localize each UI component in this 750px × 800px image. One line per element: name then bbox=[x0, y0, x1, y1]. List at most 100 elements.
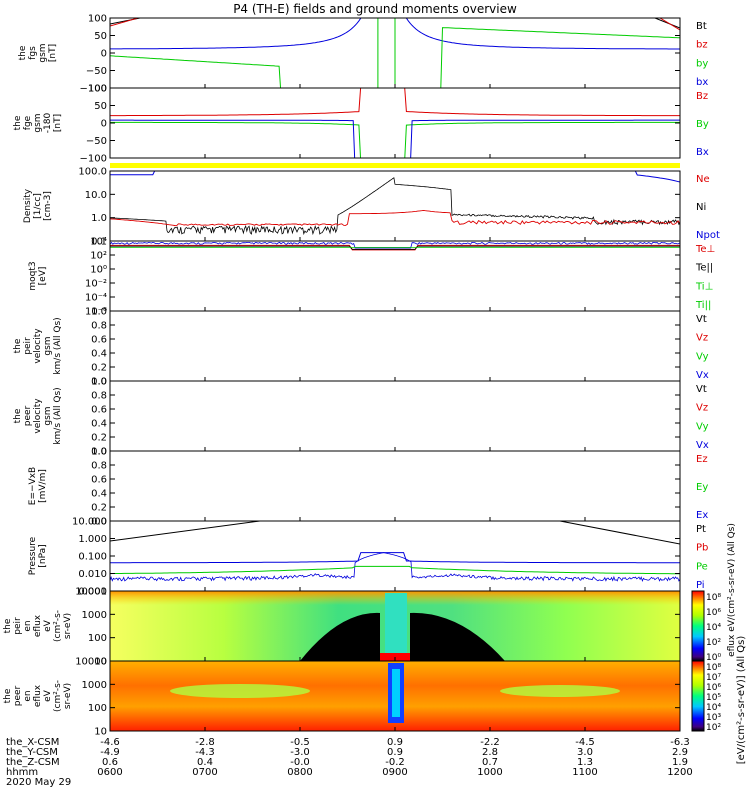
colorbar-tick-label: 10⁶ bbox=[706, 683, 721, 693]
y-tick-label: 10⁰ bbox=[90, 265, 107, 276]
x-label-x: -0.5 bbox=[290, 737, 310, 748]
x-label-y: 2.8 bbox=[482, 747, 498, 758]
y-axis-label: E=−VxB bbox=[28, 467, 38, 505]
colorbar-tick-label: 10⁴ bbox=[706, 703, 721, 713]
x-label-y: 3.0 bbox=[577, 747, 593, 758]
legend-pe: Pe bbox=[696, 561, 708, 572]
y-axis-label: [nPa] bbox=[38, 544, 48, 567]
y-axis-label: moqt3 bbox=[28, 261, 38, 290]
x-row-label: the_Z-CSM bbox=[6, 757, 60, 768]
x-row-label: hhmm bbox=[6, 767, 38, 778]
y-tick-label: 10⁻² bbox=[85, 279, 107, 290]
y-axis-label: peir bbox=[13, 617, 23, 635]
x-label-z: 0.7 bbox=[482, 757, 498, 768]
legend-vz: Vz bbox=[696, 403, 708, 414]
colorbar-label-peir: eflux eV/(cm²-s-sr-eV) (All Qs) bbox=[727, 523, 737, 657]
pressure-pi-avg-line bbox=[110, 552, 680, 564]
legend-ne: Ne bbox=[696, 174, 710, 185]
y-tick-label: 10² bbox=[90, 251, 107, 262]
y-axis-label: peir bbox=[23, 337, 33, 355]
fgs-bx-line bbox=[110, 18, 680, 50]
y-tick-label: 100 bbox=[88, 703, 107, 714]
y-tick-label: 100 bbox=[88, 84, 107, 95]
fge-traces bbox=[110, 88, 680, 158]
y-tick-label: 0.6 bbox=[91, 475, 107, 486]
colorbar-tick-label: 10⁵ bbox=[706, 693, 721, 703]
legend-bx: bx bbox=[696, 77, 708, 88]
y-axis-label: Pressure bbox=[28, 536, 38, 575]
y-axis-label: gsm bbox=[33, 113, 43, 132]
colorbar-tick-label: 10⁸ bbox=[706, 593, 721, 603]
legend-vx: Vx bbox=[696, 440, 709, 451]
y-tick-label: −50 bbox=[86, 66, 107, 77]
y-tick-label: 0.2 bbox=[91, 433, 107, 444]
y-tick-label: 0.100 bbox=[78, 552, 107, 563]
x-label-hhmm: 1200 bbox=[667, 767, 692, 778]
panel-frame bbox=[109, 310, 681, 382]
y-axis-label: gsm bbox=[38, 43, 48, 62]
legend-te||: Te|| bbox=[695, 263, 713, 274]
peer-mid-band bbox=[170, 684, 310, 698]
peir-low-count-region bbox=[410, 612, 505, 661]
x-label-y: 2.9 bbox=[672, 747, 688, 758]
colorbar-label: [eV/(cm²-s-sr-eV)] (All Qs) bbox=[736, 636, 747, 765]
colorbar-tick-label: 10³ bbox=[706, 713, 721, 723]
colorbar-tick-label: 10² bbox=[706, 723, 721, 733]
legend-pb: Pb bbox=[696, 543, 708, 554]
y-tick-label: 0.8 bbox=[91, 321, 107, 332]
legend-bz: bz bbox=[696, 40, 708, 51]
y-tick-label: 10⁻⁴ bbox=[85, 293, 107, 304]
legend-ti||: Ti|| bbox=[695, 300, 711, 311]
fge-bx-line bbox=[110, 119, 680, 158]
y-tick-label: 0.001 bbox=[78, 587, 107, 598]
pressure-pe-line bbox=[110, 565, 680, 575]
y-axis-label: [cm-3] bbox=[43, 191, 53, 221]
y-tick-label: 1.0 bbox=[91, 307, 107, 318]
y-tick-label: 0.6 bbox=[91, 335, 107, 346]
y-tick-label: −100 bbox=[80, 84, 107, 95]
legend-bx: Bx bbox=[696, 147, 709, 158]
legend-vx: Vx bbox=[696, 370, 709, 381]
temperature-ti-line bbox=[110, 241, 680, 249]
y-axis-label: (cm²-s- bbox=[53, 680, 63, 712]
x-label-hhmm: 0800 bbox=[287, 767, 312, 778]
legend-ey: Ey bbox=[696, 482, 708, 493]
y-tick-label: 10000 bbox=[75, 657, 107, 668]
legend-by: By bbox=[696, 119, 709, 130]
y-tick-label: 100 bbox=[88, 14, 107, 25]
colorbar-tick-label: 10² bbox=[706, 638, 721, 648]
y-axis-label: peer bbox=[13, 685, 23, 706]
pressure-pt-line bbox=[110, 521, 680, 545]
y-tick-label: 1.000 bbox=[78, 534, 107, 545]
x-label-z: 1.9 bbox=[672, 757, 688, 768]
y-tick-label: −50 bbox=[86, 136, 107, 147]
y-axis-label: (cm²-s- bbox=[53, 610, 63, 642]
y-axis-label: the bbox=[3, 618, 13, 633]
y-axis-label: the bbox=[13, 338, 23, 353]
y-axis-label: peer bbox=[23, 405, 33, 426]
y-tick-label: 0.2 bbox=[91, 363, 107, 374]
x-label-y: -4.3 bbox=[195, 747, 215, 758]
panel-frame bbox=[109, 450, 681, 522]
y-tick-label: 0.0 bbox=[91, 517, 107, 528]
legend-vt: Vt bbox=[696, 314, 707, 325]
x-label-hhmm: 0900 bbox=[382, 767, 407, 778]
y-tick-label: 1000 bbox=[82, 610, 107, 621]
x-label-x: -2.8 bbox=[195, 737, 215, 748]
legend-vy: Vy bbox=[696, 351, 709, 362]
colorbar-tick-label: 10⁷ bbox=[706, 673, 721, 683]
flag-bar bbox=[110, 163, 680, 168]
temperature-traces bbox=[110, 241, 680, 251]
y-axis-label: -180 bbox=[43, 113, 53, 134]
x-row-label: the_X-CSM bbox=[6, 737, 59, 748]
y-axis-label: en bbox=[23, 690, 33, 701]
legend-ni: Ni bbox=[696, 202, 706, 213]
y-tick-label: 0 bbox=[101, 119, 107, 130]
y-axis-label: velocity bbox=[33, 398, 43, 434]
y-axis-label: [nT] bbox=[53, 114, 63, 132]
y-tick-label: 50 bbox=[94, 101, 107, 112]
y-tick-label: 10000 bbox=[75, 587, 107, 598]
colorbar-tick-label: 10⁸ bbox=[706, 663, 721, 673]
y-axis-label: fge bbox=[23, 115, 33, 130]
y-axis-label: fgs bbox=[28, 46, 38, 60]
